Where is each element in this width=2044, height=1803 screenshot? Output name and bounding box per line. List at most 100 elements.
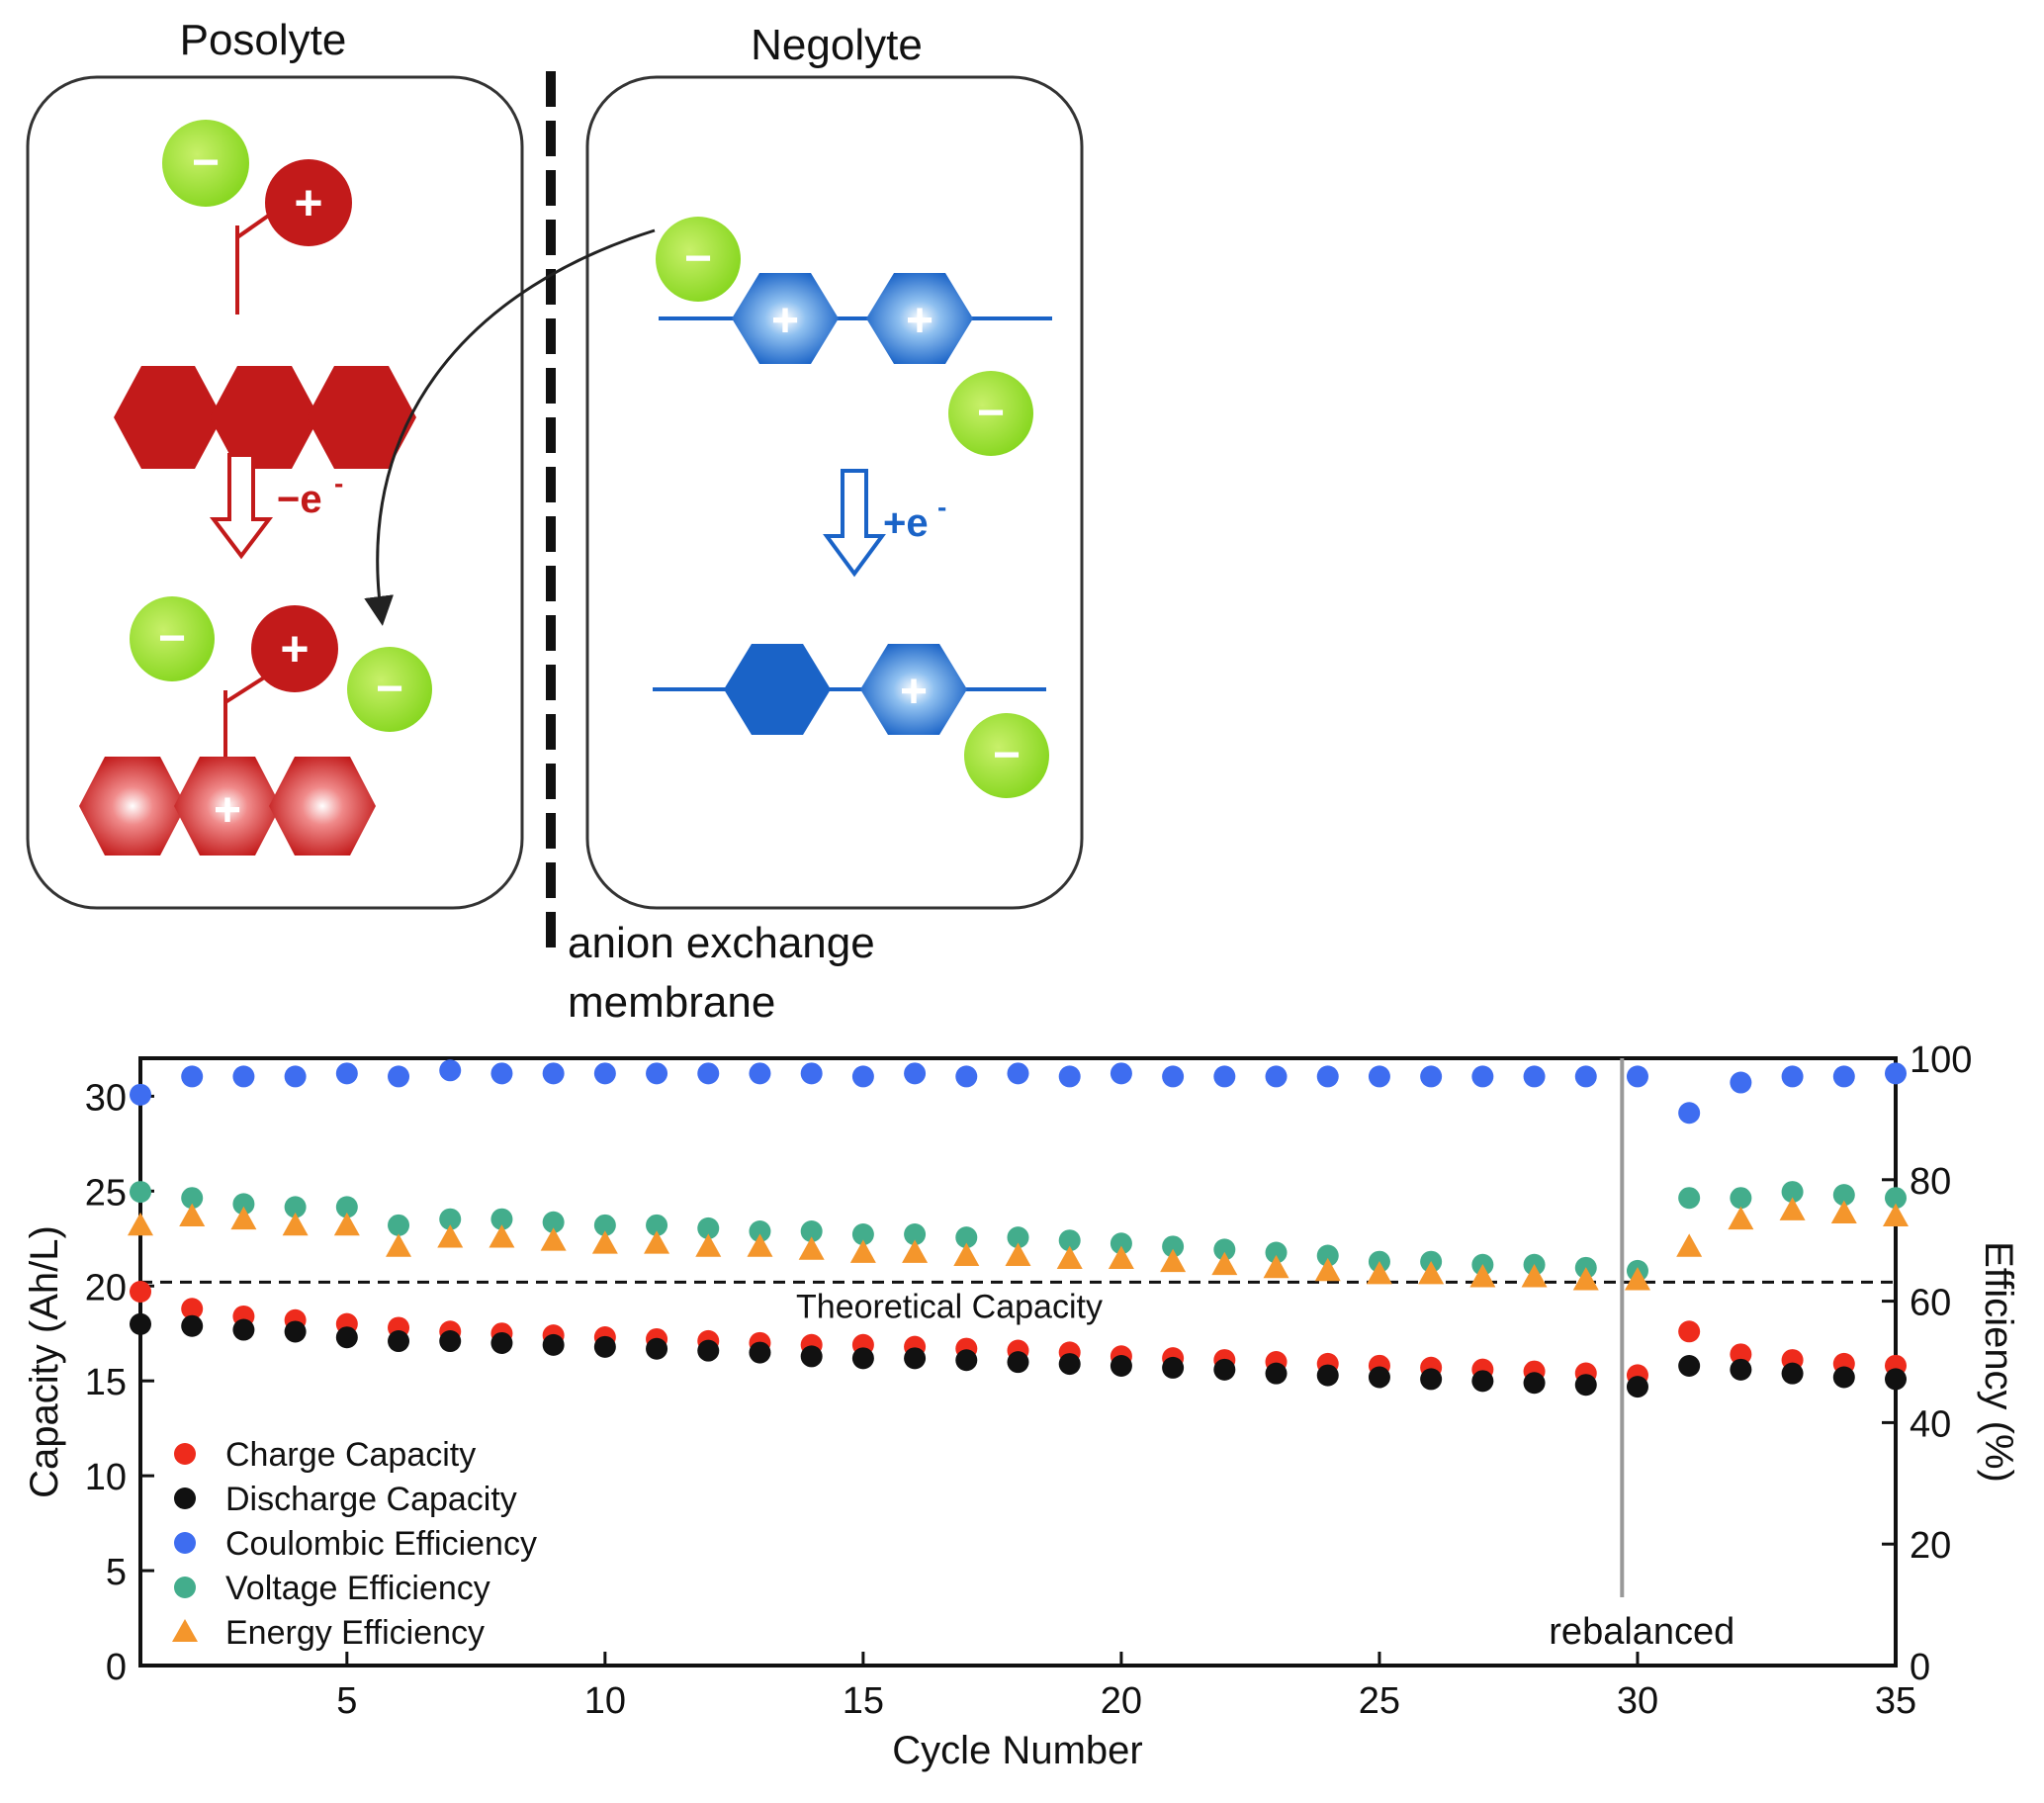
voltage-efficiency-point — [232, 1193, 255, 1216]
energy-efficiency-point — [1418, 1260, 1445, 1285]
plus-symbol: + — [280, 621, 309, 676]
coulombic-efficiency-point — [1626, 1065, 1648, 1088]
legend-voltage-efficiency-label: Voltage Efficiency — [225, 1570, 490, 1607]
coulombic-efficiency-point — [335, 1062, 358, 1085]
y-left-tick-label: 25 — [85, 1172, 127, 1214]
voltage-efficiency-point — [697, 1217, 720, 1239]
discharge-capacity-point — [542, 1333, 565, 1356]
hexagon-ring — [210, 366, 319, 469]
theoretical-capacity-label: Theoretical Capacity — [796, 1288, 1103, 1325]
coulombic-efficiency-point — [1162, 1065, 1185, 1088]
chart-legend: Charge Capacity Discharge Capacity Coulomb… — [172, 1436, 537, 1652]
energy-efficiency-point — [1005, 1242, 1031, 1266]
legend-charge-capacity-label: Charge Capacity — [225, 1436, 476, 1474]
discharge-capacity-point — [1523, 1372, 1546, 1395]
coulombic-efficiency-point — [1885, 1062, 1907, 1085]
discharge-capacity-point — [800, 1345, 823, 1368]
discharge-capacity-point — [1058, 1353, 1081, 1376]
charge-capacity-point — [130, 1281, 151, 1304]
coulombic-efficiency-point — [1574, 1065, 1597, 1088]
minus-symbol: − — [977, 387, 1005, 439]
hexagon-ring-glow — [79, 757, 186, 856]
coulombic-efficiency-point — [1678, 1102, 1701, 1125]
discharge-capacity-point — [130, 1312, 151, 1335]
coulombic-efficiency-point — [284, 1065, 307, 1088]
discharge-capacity-point — [284, 1320, 307, 1343]
voltage-efficiency-point — [542, 1211, 565, 1233]
y-axis-right-label: Efficiency (%) — [1977, 1241, 2020, 1483]
plus-symbol: + — [771, 295, 799, 347]
energy-efficiency-point — [1314, 1257, 1341, 1282]
x-tick-label: 15 — [843, 1680, 884, 1722]
energy-efficiency-point — [179, 1203, 206, 1227]
negolyte-step-label: +e — [883, 501, 929, 545]
voltage-efficiency-point — [646, 1214, 668, 1236]
hexagon-ring — [724, 644, 831, 735]
energy-efficiency-point — [1779, 1197, 1806, 1220]
anion-circle — [948, 371, 1033, 456]
anion-circle — [656, 217, 741, 302]
plus-symbol: + — [906, 295, 933, 347]
minus-symbol: − — [158, 612, 186, 665]
energy-efficiency-point — [1521, 1264, 1548, 1288]
voltage-efficiency-point — [1213, 1238, 1236, 1261]
discharge-capacity-point — [1781, 1362, 1804, 1385]
discharge-capacity-point — [1162, 1356, 1185, 1379]
discharge-capacity-point — [1678, 1355, 1701, 1377]
energy-efficiency-point — [1160, 1248, 1187, 1273]
discharge-capacity-point — [697, 1339, 720, 1362]
energy-efficiency-point — [1469, 1264, 1496, 1288]
hexagon-ring-glow — [269, 757, 376, 856]
coulombic-efficiency-point — [490, 1062, 513, 1085]
voltage-efficiency-point — [1730, 1187, 1752, 1210]
discharge-capacity-point — [851, 1347, 874, 1370]
energy-efficiency-point — [747, 1233, 773, 1257]
energy-efficiency-point — [1366, 1260, 1392, 1285]
discharge-capacity-point — [1110, 1355, 1132, 1377]
hexagon-ring-glow — [174, 757, 281, 856]
coulombic-efficiency-point — [542, 1062, 565, 1085]
energy-efficiency-point — [1572, 1267, 1599, 1291]
plus-symbol: + — [214, 784, 241, 837]
energy-efficiency-point — [1728, 1206, 1754, 1230]
energy-efficiency-point — [1883, 1203, 1909, 1227]
energy-efficiency-point — [489, 1224, 515, 1248]
discharge-capacity-point — [904, 1347, 927, 1370]
discharge-capacity-point — [1885, 1368, 1907, 1391]
voltage-efficiency-point — [284, 1196, 307, 1218]
discharge-capacity-point — [1213, 1358, 1236, 1381]
voltage-efficiency-point — [1058, 1229, 1081, 1252]
energy-efficiency-point — [282, 1212, 309, 1236]
legend-discharge-capacity-label: Discharge Capacity — [225, 1481, 517, 1518]
negolyte-reduction-arrow: +e - — [823, 469, 946, 578]
minus-symbol: − — [376, 663, 403, 715]
coulombic-efficiency-point — [1316, 1065, 1339, 1088]
coulombic-efficiency-point — [851, 1065, 874, 1088]
x-tick-label: 5 — [336, 1680, 357, 1722]
discharge-capacity-point — [335, 1326, 358, 1349]
energy-efficiency-point — [798, 1236, 825, 1260]
y-right-tick-label: 60 — [1910, 1283, 1951, 1324]
coulombic-efficiency-point — [439, 1059, 462, 1082]
rebalanced-label: rebalanced — [1549, 1611, 1734, 1653]
negolyte-step-sup: - — [937, 492, 946, 522]
negolyte-molecule-oxidized: + + — [659, 273, 1052, 364]
voltage-efficiency-point — [1316, 1244, 1339, 1267]
discharge-capacity-point — [1265, 1362, 1288, 1385]
legend-energy-efficiency-marker — [172, 1619, 198, 1642]
posolyte-step-sup: - — [334, 468, 343, 498]
membrane-label-line1: anion exchange — [568, 919, 875, 967]
coulombic-efficiency-point — [1832, 1065, 1855, 1088]
energy-efficiency-point — [953, 1242, 980, 1266]
coulombic-efficiency-point — [697, 1062, 720, 1085]
voltage-efficiency-point — [1110, 1232, 1132, 1255]
discharge-capacity-point — [1368, 1366, 1390, 1389]
coulombic-efficiency-point — [955, 1065, 978, 1088]
x-tick-label: 30 — [1617, 1680, 1658, 1722]
energy-efficiency-point — [1624, 1267, 1650, 1291]
posolyte-step-label: −e — [277, 478, 322, 521]
energy-efficiency-point — [386, 1233, 412, 1257]
discharge-capacity-point — [232, 1318, 255, 1341]
